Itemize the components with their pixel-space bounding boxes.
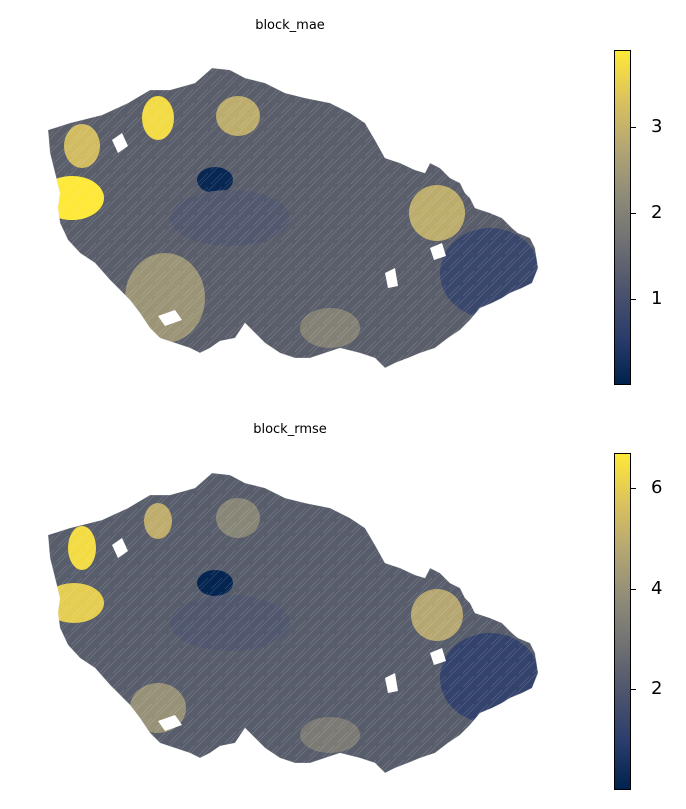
texture-overlay: [48, 68, 538, 368]
colorbar-tick-mark: [631, 689, 636, 691]
country-outline: [47, 472, 539, 774]
colorbar-tick-label: 4: [651, 577, 663, 599]
enclave-hole: [112, 538, 128, 558]
enclave-hole: [385, 673, 398, 693]
colorbar-tick-label: 6: [651, 477, 663, 499]
colorbar-tick-label: 2: [651, 678, 663, 700]
regions-group: [48, 68, 538, 368]
colorbar-tick-mark: [631, 488, 636, 490]
colorbar-tick-label: 3: [651, 116, 663, 138]
map-panel-mae: block_mae: [47, 18, 663, 385]
panel-title: block_rmse: [253, 422, 327, 437]
enclave-hole: [385, 268, 398, 288]
colorbar-tick-mark: [631, 127, 636, 129]
enclave-hole: [158, 310, 182, 326]
colorbar-tick-mark: [631, 299, 636, 301]
texture-overlay: [48, 473, 538, 773]
choropleth-map: [47, 472, 539, 774]
choropleth-map: [47, 67, 539, 369]
country-outline: [47, 67, 539, 369]
enclave-hole: [112, 133, 128, 153]
colorbar-tick-label: 2: [651, 202, 663, 224]
colorbar: [614, 50, 631, 385]
colorbar-tick-label: 1: [651, 288, 663, 310]
regions-group: [48, 473, 538, 773]
colorbar-tick-mark: [631, 213, 636, 215]
map-panel-rmse: block_rmse: [0, 405, 686, 809]
enclave-hole: [158, 715, 182, 731]
colorbar: [614, 453, 631, 790]
enclave-hole: [430, 243, 446, 260]
panel-title: block_mae: [255, 18, 325, 33]
enclave-hole: [430, 648, 446, 665]
colorbar-gradient: [615, 454, 630, 789]
colorbar-gradient: [615, 51, 630, 384]
colorbar-tick-mark: [631, 588, 636, 590]
